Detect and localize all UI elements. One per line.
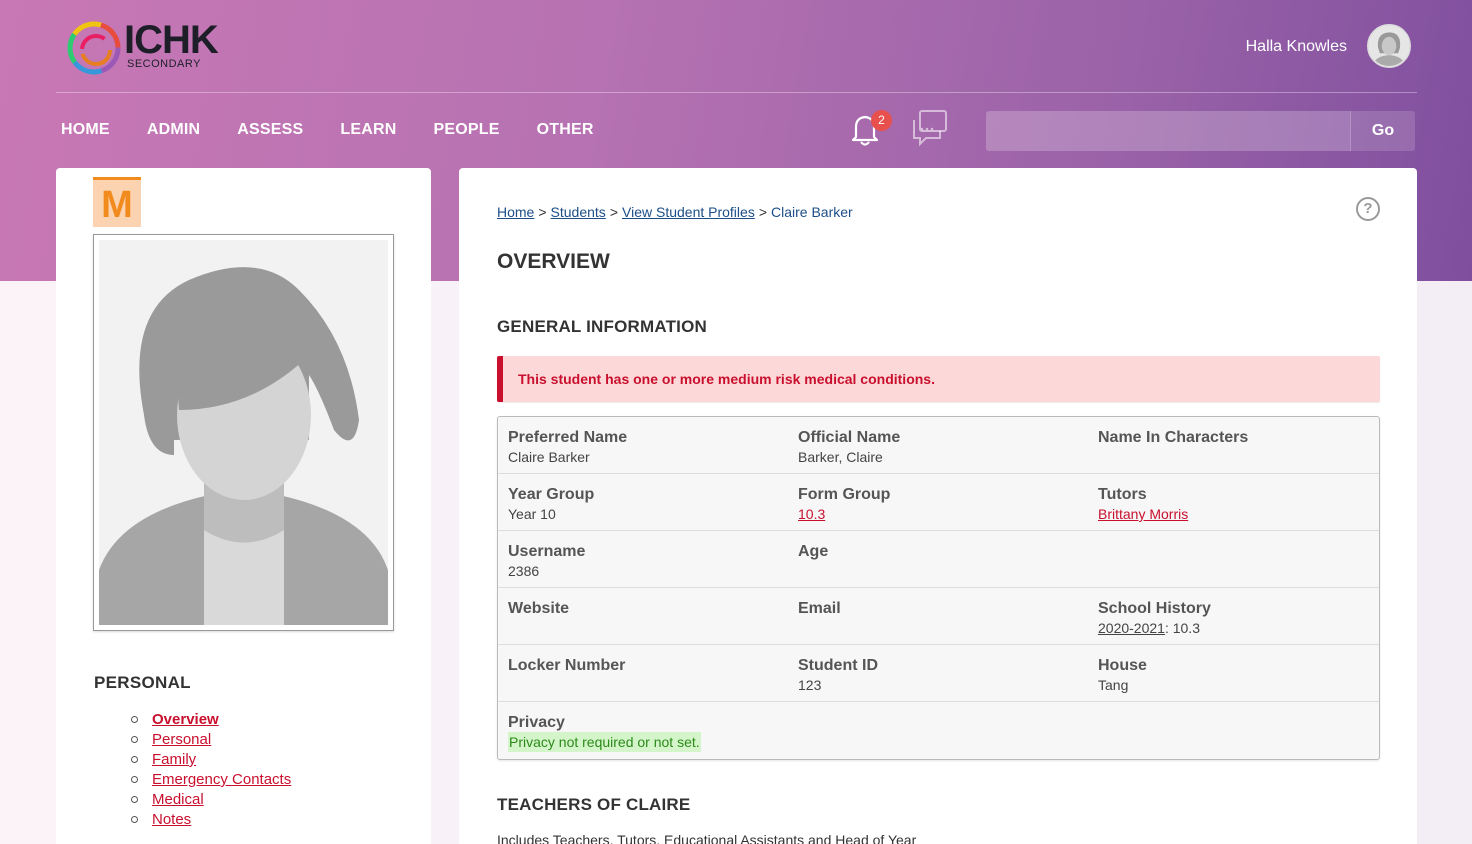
student-silhouette-icon bbox=[99, 240, 388, 625]
breadcrumb-current: Claire Barker bbox=[771, 204, 853, 220]
logo-title: ICHK bbox=[124, 18, 219, 62]
form-group-label: Form Group bbox=[798, 486, 891, 503]
bullet-icon bbox=[131, 716, 138, 723]
age-label: Age bbox=[798, 543, 829, 560]
year-group-value: Year 10 bbox=[508, 506, 556, 522]
website-label: Website bbox=[508, 600, 570, 617]
official-name-cell: Official Name Barker, Claire bbox=[798, 429, 900, 467]
teachers-subtext: Includes Teachers, Tutors, Educational A… bbox=[497, 832, 917, 844]
bullet-icon bbox=[131, 816, 138, 823]
house-cell: House Tang bbox=[1098, 657, 1147, 695]
student-id-label: Student ID bbox=[798, 657, 878, 674]
sidebar-link-family[interactable]: Family bbox=[152, 751, 197, 768]
messages-icon[interactable] bbox=[910, 108, 950, 148]
ichk-logo[interactable]: ICHK SECONDARY bbox=[66, 18, 226, 76]
school-history-label: School History bbox=[1098, 600, 1211, 617]
table-row: Year Group Year 10 Form Group 10.3 Tutor… bbox=[498, 474, 1379, 531]
official-name-label: Official Name bbox=[798, 429, 901, 446]
form-group-cell: Form Group 10.3 bbox=[798, 486, 890, 524]
logo-subtitle: SECONDARY bbox=[127, 58, 201, 70]
help-icon[interactable]: ? bbox=[1356, 197, 1380, 221]
user-name[interactable]: Halla Knowles bbox=[1245, 38, 1347, 55]
tutors-label: Tutors bbox=[1098, 486, 1147, 503]
logo-swirl-icon bbox=[67, 21, 121, 75]
breadcrumb-separator: > bbox=[758, 204, 768, 220]
search-go-button[interactable]: Go bbox=[1350, 111, 1415, 151]
user-avatar[interactable] bbox=[1367, 24, 1411, 68]
table-row: Website Email School History 2020-2021: … bbox=[498, 588, 1379, 645]
medical-alert: This student has one or more medium risk… bbox=[497, 356, 1380, 402]
nav-admin[interactable]: ADMIN bbox=[146, 121, 201, 138]
avatar-silhouette-icon bbox=[1369, 26, 1409, 66]
username-label: Username bbox=[508, 543, 586, 560]
email-label: Email bbox=[798, 600, 841, 617]
year-group-cell: Year Group Year 10 bbox=[508, 486, 594, 524]
bullet-icon bbox=[131, 756, 138, 763]
nav-learn[interactable]: LEARN bbox=[340, 121, 397, 138]
search-input[interactable] bbox=[986, 111, 1350, 151]
breadcrumb-students[interactable]: Students bbox=[550, 204, 606, 220]
username-cell: Username 2386 bbox=[508, 543, 585, 581]
notification-badge: 2 bbox=[871, 110, 892, 131]
nav-people[interactable]: PEOPLE bbox=[433, 121, 500, 138]
house-value: Tang bbox=[1098, 677, 1129, 693]
privacy-label: Privacy bbox=[508, 714, 565, 731]
privacy-cell: Privacy Privacy not required or not set. bbox=[508, 714, 701, 752]
sidebar-heading: PERSONAL bbox=[94, 673, 191, 692]
sidebar-link-medical[interactable]: Medical bbox=[152, 791, 204, 808]
preferred-name-label: Preferred Name bbox=[508, 429, 628, 446]
sidebar-link-overview[interactable]: Overview bbox=[152, 711, 219, 728]
nav-assess[interactable]: ASSESS bbox=[237, 121, 304, 138]
official-name-value: Barker, Claire bbox=[798, 449, 883, 465]
teachers-heading: TEACHERS OF CLAIRE bbox=[497, 795, 691, 814]
locker-number-label: Locker Number bbox=[508, 657, 626, 674]
privacy-value: Privacy not required or not set. bbox=[508, 732, 701, 752]
breadcrumb-separator: > bbox=[538, 204, 547, 220]
breadcrumb-separator: > bbox=[609, 204, 618, 220]
bullet-icon bbox=[131, 736, 138, 743]
name-in-characters-cell: Name In Characters bbox=[1098, 429, 1248, 447]
house-badge: M bbox=[93, 177, 141, 227]
school-history-value: : 10.3 bbox=[1164, 620, 1200, 636]
breadcrumb-profiles[interactable]: View Student Profiles bbox=[622, 204, 755, 220]
student-photo bbox=[93, 234, 394, 631]
general-info-heading: GENERAL INFORMATION bbox=[497, 317, 707, 336]
sidebar-link-personal[interactable]: Personal bbox=[152, 731, 212, 748]
general-info-table: Preferred Name Claire Barker Official Na… bbox=[497, 416, 1380, 760]
student-id-value: 123 bbox=[798, 677, 822, 693]
student-id-cell: Student ID 123 bbox=[798, 657, 878, 695]
breadcrumb: Home > Students > View Student Profiles > Clai… bbox=[497, 204, 853, 220]
name-in-characters-label: Name In Characters bbox=[1098, 429, 1249, 446]
table-row: Locker Number Student ID 123 House Tang bbox=[498, 645, 1379, 702]
email-cell: Email bbox=[798, 600, 841, 618]
nav-other[interactable]: OTHER bbox=[536, 121, 594, 138]
preferred-name-value: Claire Barker bbox=[508, 449, 590, 465]
tutor-link[interactable]: Brittany Morris bbox=[1098, 506, 1189, 522]
bullet-icon bbox=[131, 796, 138, 803]
preferred-name-cell: Preferred Name Claire Barker bbox=[508, 429, 627, 467]
form-group-link[interactable]: 10.3 bbox=[798, 506, 826, 522]
table-row: Privacy Privacy not required or not set. bbox=[498, 702, 1379, 759]
username-value: 2386 bbox=[508, 563, 540, 579]
table-row: Username 2386 Age bbox=[498, 531, 1379, 588]
house-label: House bbox=[1098, 657, 1147, 674]
year-group-label: Year Group bbox=[508, 486, 595, 503]
website-cell: Website bbox=[508, 600, 569, 618]
breadcrumb-home[interactable]: Home bbox=[497, 204, 535, 220]
school-history-year[interactable]: 2020-2021 bbox=[1098, 620, 1165, 636]
tutors-cell: Tutors Brittany Morris bbox=[1098, 486, 1188, 524]
table-row: Preferred Name Claire Barker Official Na… bbox=[498, 417, 1379, 474]
main-nav: HOME ADMIN ASSESS LEARN PEOPLE OTHER bbox=[61, 121, 631, 139]
age-cell: Age bbox=[798, 543, 828, 561]
page-title: OVERVIEW bbox=[497, 250, 610, 273]
sidebar-link-emergency-contacts[interactable]: Emergency Contacts bbox=[152, 771, 292, 788]
locker-number-cell: Locker Number bbox=[508, 657, 625, 675]
sidebar-link-notes[interactable]: Notes bbox=[152, 811, 192, 828]
school-history-cell: School History 2020-2021: 10.3 bbox=[1098, 600, 1211, 638]
header-divider bbox=[56, 92, 1417, 93]
bullet-icon bbox=[131, 776, 138, 783]
nav-home[interactable]: HOME bbox=[61, 121, 110, 138]
